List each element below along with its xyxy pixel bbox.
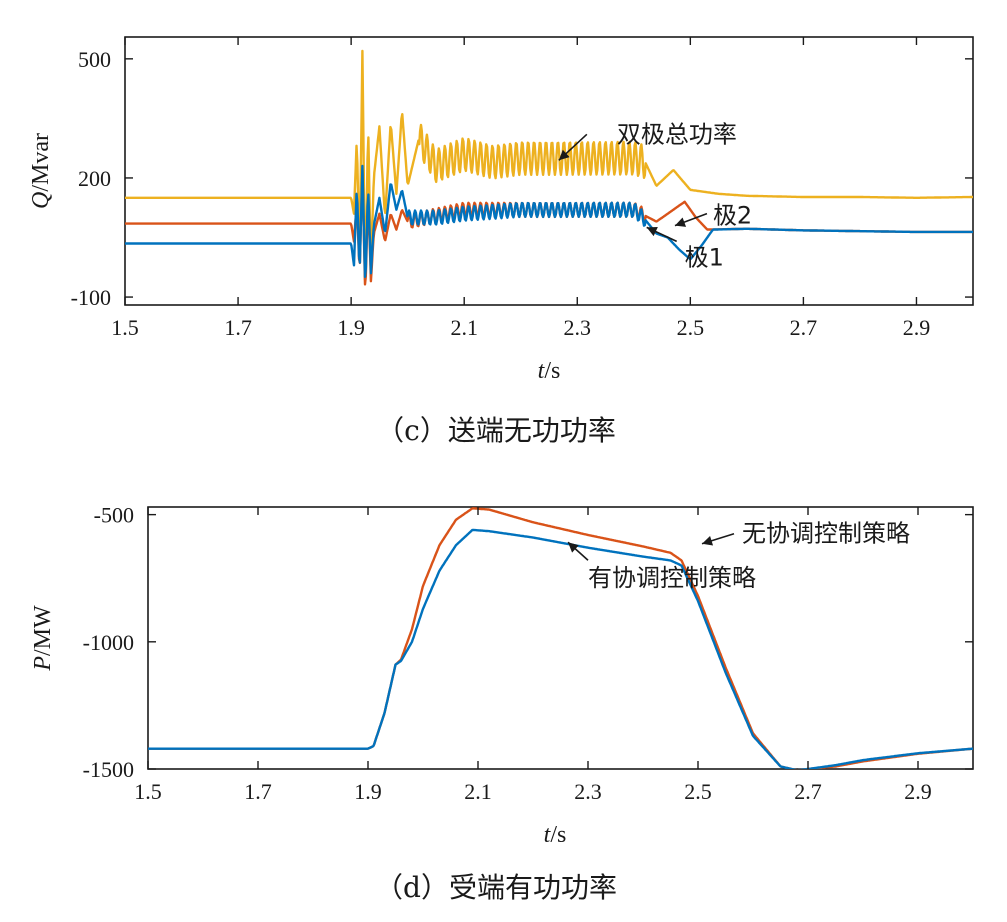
x-axis-label-d: t/s <box>544 822 567 848</box>
y-tick-label-c-2: -100 <box>71 285 111 310</box>
y-axis-label-c: Q/Mvar <box>28 133 54 209</box>
y-axis-label-d: P/MW <box>30 605 56 672</box>
annotation-label-c-2: 极1 <box>685 243 724 271</box>
x-tick-label-d-0: 1.5 <box>134 779 162 804</box>
caption-d: （d）受端有功功率 <box>375 871 617 904</box>
ticks-group-d: 1.5 1.7 1.9 2.1 2.3 2.5 2.7 2.9 -500 -1000 -1500 <box>83 503 973 804</box>
annotation-arrowhead-c-2 <box>646 227 658 237</box>
y-tick-label-c-0: 500 <box>78 47 111 72</box>
x-axis-label-c: t/s <box>538 358 561 384</box>
series-line-c-0 <box>125 49 973 281</box>
x-tick-label-d-3: 2.1 <box>464 779 492 804</box>
x-tick-label-c-5: 2.5 <box>677 315 705 340</box>
x-tick-label-c-6: 2.7 <box>790 315 818 340</box>
x-tick-label-c-1: 1.7 <box>224 315 252 340</box>
annotation-arrowhead-d-0 <box>702 535 714 546</box>
series-line-c-1 <box>125 168 973 286</box>
annotation-label-c-0: 双极总功率 <box>617 120 737 148</box>
panel-d-active-power: 1.5 1.7 1.9 2.1 2.3 2.5 2.7 2.9 -500 -1000 -1500 无… <box>30 503 974 904</box>
y-tick-label-d-1: -1000 <box>83 630 134 655</box>
annotation-label-d-1: 有协调控制策略 <box>588 564 756 592</box>
y-tick-label-c-1: 200 <box>78 166 111 191</box>
series-group-c <box>125 49 973 286</box>
x-tick-label-d-1: 1.7 <box>244 779 272 804</box>
x-tick-label-d-2: 1.9 <box>354 779 382 804</box>
x-tick-label-d-5: 2.5 <box>684 779 712 804</box>
x-tick-label-c-3: 2.1 <box>450 315 478 340</box>
y-tick-label-d-0: -500 <box>94 503 134 528</box>
caption-c: （c）送端无功功率 <box>376 414 616 447</box>
x-tick-label-c-4: 2.3 <box>564 315 592 340</box>
x-tick-label-d-4: 2.3 <box>574 779 602 804</box>
x-tick-label-c-7: 2.9 <box>903 315 931 340</box>
annotation-label-d-0: 无协调控制策略 <box>742 520 910 548</box>
annotation-arrowhead-d-1 <box>568 542 579 553</box>
series-line-d-1 <box>148 528 973 769</box>
series-line-c-2 <box>125 164 973 278</box>
annotation-label-c-1: 极2 <box>713 202 752 230</box>
x-tick-label-c-2: 1.9 <box>337 315 365 340</box>
x-tick-label-d-6: 2.7 <box>794 779 822 804</box>
x-tick-label-d-7: 2.9 <box>904 779 932 804</box>
annotation-arrowhead-c-1 <box>674 217 687 227</box>
x-tick-label-c-0: 1.5 <box>111 315 139 340</box>
plot-frame-c <box>124 36 974 306</box>
y-tick-label-d-2: -1500 <box>83 757 134 782</box>
panel-c-reactive-power: 1.5 1.7 1.9 2.1 2.3 2.5 2.7 2.9 500 200 -100 双极总功率… <box>28 36 974 447</box>
ticks-group-c: 1.5 1.7 1.9 2.1 2.3 2.5 2.7 2.9 500 200 -100 <box>71 37 973 340</box>
annotation-arrowhead-c-0 <box>558 149 570 161</box>
series-group-d <box>148 507 973 769</box>
plot-frame-d <box>147 506 974 770</box>
